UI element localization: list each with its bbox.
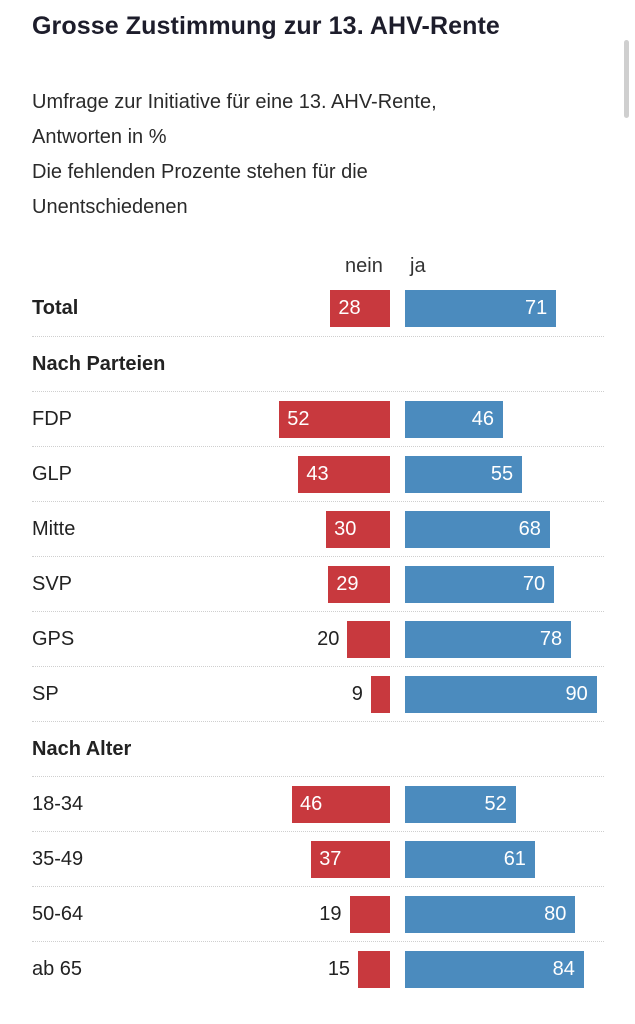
subtitle-line: Die fehlenden Prozente stehen für die: [32, 161, 368, 183]
value-label-ja: 78: [539, 628, 563, 650]
section-header: Nach Parteien: [32, 336, 604, 392]
bar-nein: [370, 676, 390, 713]
value-label-ja: 90: [565, 683, 588, 705]
value-label-nein: 29: [336, 573, 359, 595]
subtitle-line: Antworten in %: [32, 126, 167, 148]
row-label: 35-49: [32, 848, 84, 870]
value-label-nein: 19: [319, 903, 342, 925]
value-label-nein: 28: [338, 297, 361, 319]
bar-ja: [405, 456, 523, 493]
subtitle-line: Unentschiedenen: [32, 196, 188, 218]
section-label: Nach Parteien: [32, 353, 166, 375]
bar-nein: [330, 290, 390, 327]
chart-row: GPS 20 78: [32, 611, 604, 667]
value-label-ja: 52: [484, 793, 507, 815]
chart-row: GLP 43 55: [32, 446, 604, 502]
bar-ja: [405, 896, 576, 933]
bar-ja: [405, 290, 557, 327]
bar-nein: [298, 456, 390, 493]
value-label-ja: 84: [552, 958, 575, 980]
value-label-ja: 71: [524, 297, 548, 319]
section-label: Nach Alter: [32, 738, 132, 760]
bar-nein: [347, 621, 390, 658]
column-header-ja: ja: [410, 255, 426, 277]
value-label-nein: 9: [351, 683, 363, 705]
bar-ja: [405, 566, 555, 603]
bar-ja: [405, 401, 503, 438]
subtitle-line: Umfrage zur Initiative für eine 13. AHV-…: [32, 91, 437, 113]
bar-nein: [292, 786, 390, 823]
bar-ja: [405, 676, 597, 713]
bar-ja: [405, 786, 516, 823]
value-label-nein: 15: [327, 958, 351, 980]
value-label-nein: 52: [287, 408, 310, 430]
value-label-nein: 43: [306, 463, 329, 485]
bar-nein: [311, 841, 390, 878]
chart-subtitle: Umfrage zur Initiative für eine 13. AHV-…: [32, 85, 552, 225]
chart-row: Total 28 71: [32, 281, 604, 336]
chart-row: 35-49 37 61: [32, 831, 604, 887]
bar-ja: [405, 621, 572, 658]
row-label: FDP: [32, 408, 72, 430]
bar-ja: [405, 951, 584, 988]
chart-row: 50-64 19 80: [32, 886, 604, 942]
chart-row: SP 9 90: [32, 666, 604, 722]
value-label-ja: 68: [518, 518, 541, 540]
row-label: ab 65: [32, 958, 83, 980]
chart-row: FDP 52 46: [32, 391, 604, 447]
bar-nein: [326, 511, 390, 548]
chart-row: 18-34 46 52: [32, 776, 604, 832]
bar-nein: [328, 566, 390, 603]
chart-row: Mitte 30 68: [32, 501, 604, 557]
chart-row: ab 65 15 84: [32, 941, 604, 997]
bar-nein: [349, 896, 390, 933]
scrollbar-thumb[interactable]: [624, 40, 629, 118]
bar-ja: [405, 841, 535, 878]
row-label: SP: [32, 683, 59, 705]
row-label: Total: [32, 297, 79, 319]
bar-ja: [405, 511, 550, 548]
bar-nein: [358, 951, 390, 988]
value-label-ja: 46: [471, 408, 494, 430]
value-label-nein: 20: [317, 628, 340, 650]
chart-row: SVP 29 70: [32, 556, 604, 612]
row-label: GPS: [32, 628, 75, 650]
row-label: GLP: [32, 463, 73, 485]
row-label: SVP: [32, 573, 73, 595]
value-label-ja: 61: [503, 848, 526, 870]
value-label-ja: 80: [544, 903, 567, 925]
value-label-ja: 70: [522, 573, 546, 595]
row-label: 50-64: [32, 903, 84, 925]
column-header-nein: nein: [345, 255, 383, 277]
chart-title: Grosse Zustimmung zur 13. AHV-Rente: [32, 12, 500, 40]
value-label-nein: 30: [334, 518, 357, 540]
bar-nein: [279, 401, 390, 438]
row-label: 18-34: [32, 793, 84, 815]
value-label-nein: 37: [319, 848, 342, 870]
row-label: Mitte: [32, 518, 76, 540]
section-header: Nach Alter: [32, 721, 604, 777]
value-label-ja: 55: [490, 463, 514, 485]
value-label-nein: 46: [300, 793, 323, 815]
